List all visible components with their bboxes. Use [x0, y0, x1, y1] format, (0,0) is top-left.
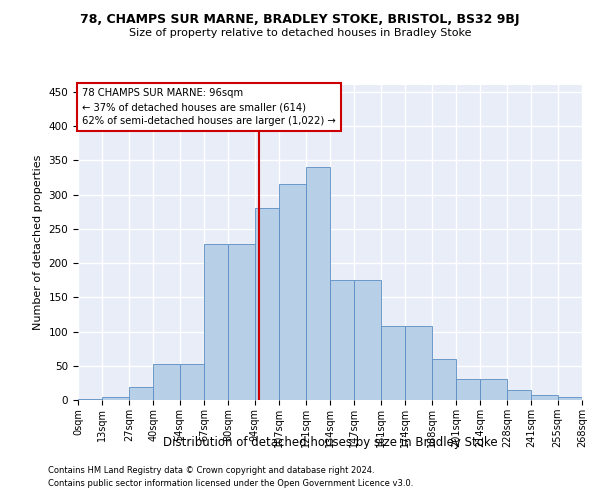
Bar [456, 380, 481, 400]
Bar [431, 359, 456, 400]
Bar [507, 390, 531, 400]
Bar [153, 364, 179, 400]
Text: 78 CHAMPS SUR MARNE: 96sqm
← 37% of detached houses are smaller (614)
62% of sem: 78 CHAMPS SUR MARNE: 96sqm ← 37% of deta… [82, 88, 335, 126]
Text: 78, CHAMPS SUR MARNE, BRADLEY STOKE, BRISTOL, BS32 9BJ: 78, CHAMPS SUR MARNE, BRADLEY STOKE, BRI… [80, 12, 520, 26]
Bar [557, 398, 582, 400]
Bar [103, 396, 129, 400]
Bar [204, 244, 229, 400]
Bar [481, 380, 507, 400]
Bar [129, 387, 153, 400]
Y-axis label: Number of detached properties: Number of detached properties [33, 155, 43, 330]
Bar [405, 326, 431, 400]
Bar [229, 244, 255, 400]
Bar [279, 184, 305, 400]
Text: Distribution of detached houses by size in Bradley Stoke: Distribution of detached houses by size … [163, 436, 497, 449]
Bar [255, 208, 279, 400]
Text: Size of property relative to detached houses in Bradley Stoke: Size of property relative to detached ho… [129, 28, 471, 38]
Text: Contains HM Land Registry data © Crown copyright and database right 2024.: Contains HM Land Registry data © Crown c… [48, 466, 374, 475]
Bar [355, 280, 381, 400]
Bar [381, 326, 405, 400]
Bar [531, 395, 557, 400]
Bar [330, 280, 355, 400]
Bar [179, 364, 204, 400]
Bar [78, 398, 103, 400]
Bar [305, 167, 330, 400]
Text: Contains public sector information licensed under the Open Government Licence v3: Contains public sector information licen… [48, 478, 413, 488]
